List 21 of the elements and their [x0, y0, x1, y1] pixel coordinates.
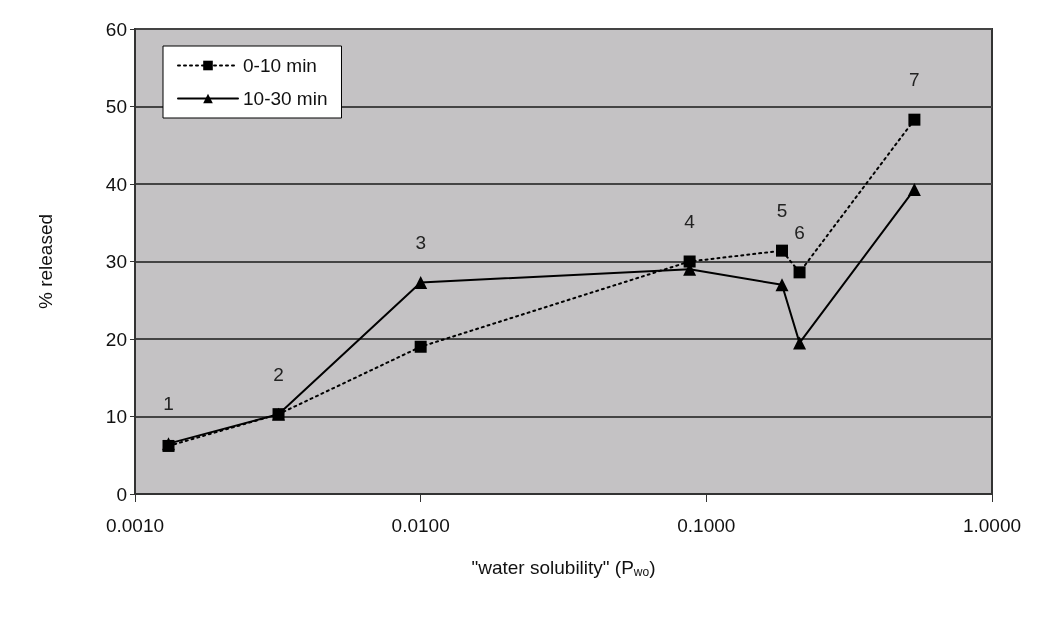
y-tick-label: 60: [105, 18, 127, 40]
x-tick-label: 0.1000: [677, 515, 736, 536]
x-tick-label: 0.0010: [105, 515, 165, 536]
x-tick-label: 1.0000: [962, 515, 1022, 536]
annotation: 7: [909, 69, 920, 91]
annotation: 1: [163, 393, 174, 415]
annotation: 5: [776, 200, 788, 222]
y-tick-label: 10: [105, 406, 127, 427]
legend-label: 0-10 min: [243, 55, 317, 76]
y-tick-label: 0: [116, 483, 127, 505]
annotation: 6: [794, 221, 805, 243]
legend-label: 10-30 min: [243, 88, 328, 109]
x-tick-label: 0.0100: [391, 515, 450, 536]
y-tick-label: 20: [105, 328, 127, 350]
annotation: 2: [273, 363, 284, 385]
y-tick-label: 50: [105, 96, 127, 117]
annotation: 3: [415, 231, 426, 253]
y-tick-label: 40: [105, 173, 127, 195]
y-tick-label: 30: [105, 251, 127, 272]
y-axis-title: % released: [35, 213, 56, 310]
annotation: 4: [684, 211, 696, 232]
